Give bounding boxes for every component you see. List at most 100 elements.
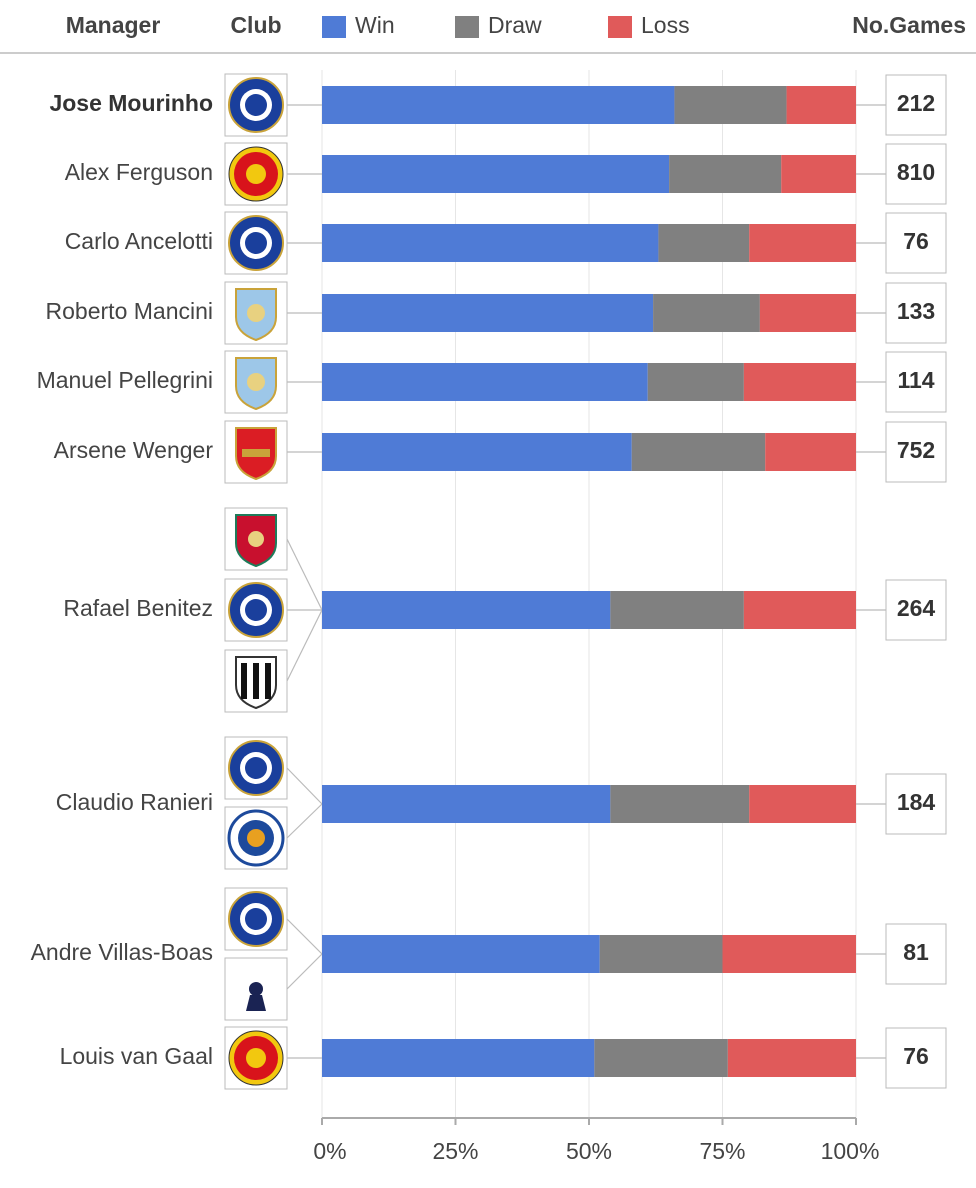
logo-part [246,164,266,184]
club-logo [224,73,288,137]
games-box [885,1027,947,1089]
bar-segment [610,785,750,823]
bar-segment [727,1039,856,1077]
connector [286,609,323,682]
games-count: 264 [897,595,936,621]
connector [286,803,323,839]
bar-segment [631,433,766,471]
connector [286,767,323,805]
logo-part [245,599,267,621]
x-tick-label: 25% [432,1138,478,1164]
logo-part [247,304,265,322]
legend-swatch [455,16,479,38]
games-count: 76 [903,228,929,254]
club-logo [224,281,288,345]
games-count: 212 [897,90,935,116]
bar-segment [322,224,659,262]
bar-segment [322,591,611,629]
legend-label: Win [355,12,395,38]
x-tick-label: 50% [566,1138,612,1164]
games-box [885,282,947,344]
bar-segment [322,363,648,401]
manager-header: Manager [66,12,161,38]
legend-label: Loss [641,12,690,38]
games-box [885,579,947,641]
bar-segment [322,785,611,823]
bar-segment [322,433,632,471]
connector [286,918,323,955]
legend-swatch [608,16,632,38]
logo-part [265,663,271,699]
club-logo [224,578,288,642]
bar-segment [781,155,856,193]
bar-segment [322,1039,595,1077]
logo-part [245,908,267,930]
manager-name: Jose Mourinho [49,90,213,116]
bar-segment [743,591,856,629]
connector [286,538,323,611]
bar-segment [647,363,744,401]
club-logo [224,507,288,571]
games-count: 114 [897,367,934,393]
club-logo [224,420,288,484]
bar-segment [722,935,856,973]
manager-name: Alex Ferguson [65,159,213,185]
bar-segment [322,294,654,332]
games-count: 810 [897,159,935,185]
manager-name: Rafael Benitez [63,595,213,621]
games-box [885,74,947,136]
games-box [885,143,947,205]
logo-part [247,373,265,391]
bar-segment [658,224,750,262]
bar-segment [759,294,856,332]
club-logo [224,142,288,206]
bar-segment [765,433,856,471]
x-tick-label: 100% [821,1138,880,1164]
x-tick-label: 0% [313,1138,346,1164]
bar-segment [322,155,670,193]
club-logo [224,887,288,951]
legend-swatch [322,16,346,38]
bar-segment [786,86,856,124]
games-count: 184 [897,789,936,815]
bar-segment [599,935,723,973]
games-box [885,773,947,835]
games-count: 76 [903,1043,929,1069]
manager-name: Arsene Wenger [54,437,214,463]
bar-segment [322,86,675,124]
bar-segment [674,86,787,124]
logo-part [253,663,259,699]
club-logo [224,211,288,275]
games-count: 752 [897,437,935,463]
bar-segment [322,935,600,973]
games-count: 81 [903,939,929,965]
club-logo [224,649,288,713]
logo-part [249,982,263,996]
logo-part [242,449,270,457]
bar-segment [749,224,856,262]
logo-part [248,531,264,547]
club-header: Club [230,12,281,38]
games-box [885,421,947,483]
manager-name: Manuel Pellegrini [37,367,213,393]
club-logo [224,350,288,414]
club-logo [224,736,288,800]
games-box [885,212,947,274]
x-tick-label: 75% [699,1138,745,1164]
bar-segment [743,363,856,401]
manager-name: Carlo Ancelotti [65,228,213,254]
bar-segment [749,785,856,823]
logo-part [247,829,265,847]
logo-part [246,995,266,1011]
logo-part [245,757,267,779]
logo-part [246,1048,266,1068]
manager-name: Claudio Ranieri [56,789,213,815]
bar-segment [610,591,744,629]
bar-segment [653,294,760,332]
connector [286,953,323,990]
games-box [885,351,947,413]
games-box [885,923,947,985]
club-logo [224,957,288,1021]
games-count: 133 [897,298,935,324]
